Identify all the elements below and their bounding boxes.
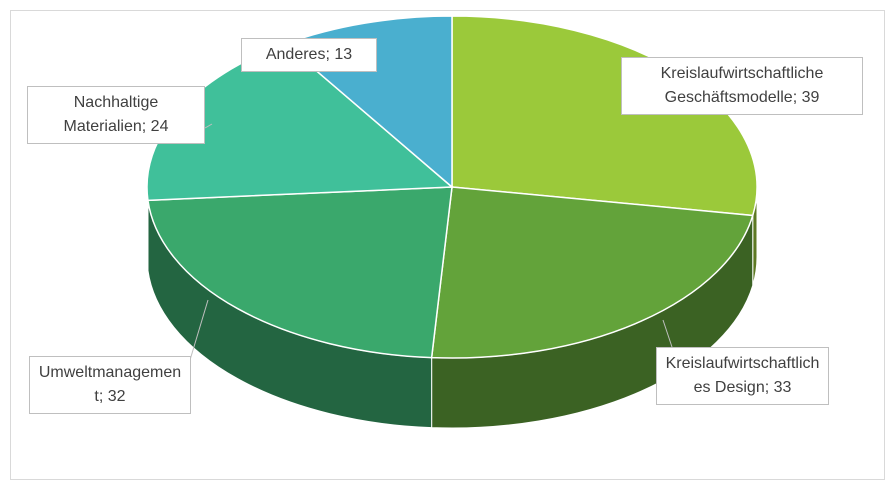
leader-line [204, 123, 213, 129]
leader-lines [189, 123, 673, 361]
pie-slice [147, 186, 453, 359]
leader-line [189, 299, 209, 361]
pie-slice [430, 186, 754, 359]
pie-tops [146, 15, 758, 359]
data-label: Kreislaufwirtschaftliches Design; 33 [656, 347, 829, 405]
data-label: Anderes; 13 [241, 38, 377, 72]
leader-line [662, 319, 673, 348]
data-label: Umweltmanagement; 32 [29, 356, 191, 414]
data-label: Nachhaltige Materialien; 24 [27, 86, 205, 144]
data-label: Kreislaufwirtschaftliche Geschäftsmodell… [621, 57, 863, 115]
